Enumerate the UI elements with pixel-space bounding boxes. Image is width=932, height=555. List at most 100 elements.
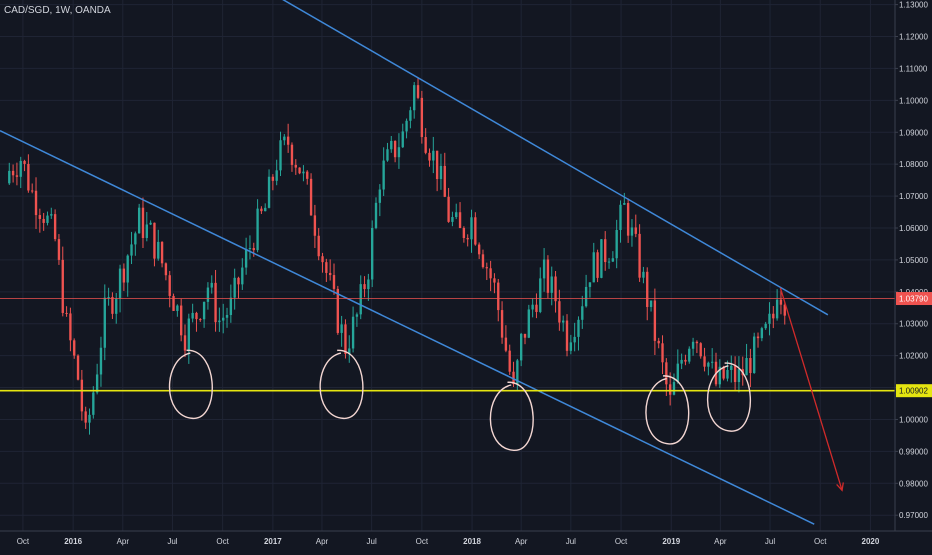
candle-body	[569, 342, 573, 351]
candle-body	[546, 259, 550, 293]
candle-body	[783, 304, 786, 316]
candle-body	[348, 348, 351, 354]
time-tick-label: 2019	[662, 537, 680, 546]
candle-body	[760, 328, 764, 339]
candle-body	[214, 282, 217, 323]
candle-body	[470, 217, 473, 240]
candle-body	[401, 131, 404, 148]
time-axis-bg	[0, 531, 932, 550]
candle-body	[286, 136, 290, 145]
candle-body	[626, 203, 630, 236]
support-price-badge-bg	[896, 384, 932, 398]
candle-body	[271, 176, 275, 181]
candle-body	[393, 140, 397, 158]
candle-body	[103, 297, 106, 348]
candle-body	[531, 304, 534, 310]
candle-body	[428, 152, 431, 161]
candle-body	[34, 190, 38, 216]
candle-body	[332, 275, 336, 289]
candle-body	[199, 319, 202, 321]
candle-body	[535, 304, 538, 312]
candle-body	[336, 288, 339, 333]
candle-body	[313, 215, 317, 236]
candle-body	[183, 335, 187, 351]
candle-body	[527, 309, 530, 338]
candle-body	[775, 299, 779, 319]
candle-body	[65, 312, 68, 314]
candle-body	[134, 233, 137, 245]
price-tick-label: 1.03000	[899, 320, 928, 329]
candle-body	[481, 254, 485, 268]
candle-body	[344, 324, 347, 354]
candle-body	[126, 255, 129, 283]
time-tick-label: 2016	[64, 537, 82, 546]
candle-body	[508, 350, 511, 372]
candle-body	[485, 267, 488, 269]
candle-body	[772, 313, 775, 319]
candle-body	[474, 217, 477, 245]
candle-body	[611, 258, 615, 262]
candle-body	[458, 212, 462, 228]
price-tick-label: 1.12000	[899, 33, 928, 42]
candle-body	[172, 295, 175, 311]
candle-body	[275, 170, 278, 181]
candle-body	[638, 233, 641, 278]
candle-body	[749, 357, 752, 374]
candle-body	[252, 248, 255, 251]
time-tick-label: Oct	[615, 537, 628, 546]
candle-body	[519, 333, 523, 361]
circled-low-mark	[489, 381, 534, 451]
candle-body	[61, 259, 64, 313]
candle-body	[405, 120, 408, 132]
candle-body	[256, 208, 259, 251]
candle-body	[649, 300, 653, 307]
forecast-arrow-line	[779, 287, 843, 491]
candle-body	[745, 357, 748, 376]
candle-body	[19, 160, 22, 177]
candle-body	[218, 320, 221, 323]
forecast-arrow-head	[836, 482, 844, 492]
candle-layer	[8, 78, 786, 435]
candle-body	[229, 297, 233, 315]
candle-body	[722, 366, 725, 379]
candle-body	[504, 337, 508, 351]
candle-body	[512, 371, 515, 385]
candle-body	[57, 239, 61, 260]
circled-low-mark	[707, 362, 751, 432]
candle-body	[111, 296, 114, 314]
candle-body	[233, 277, 236, 298]
candle-body	[596, 252, 599, 278]
candle-body	[588, 282, 592, 287]
time-tick-label: Apr	[316, 537, 329, 546]
time-tick-label: Apr	[714, 537, 727, 546]
candle-body	[374, 202, 378, 228]
candle-body	[665, 362, 668, 385]
candle-body	[23, 160, 26, 164]
candle-body	[424, 137, 427, 153]
candle-body	[325, 262, 328, 273]
support-price-badge: 1.00902	[899, 387, 928, 396]
candle-body	[241, 267, 244, 285]
candle-body	[432, 150, 435, 161]
candle-body	[680, 359, 683, 364]
candle-body	[691, 341, 695, 349]
candle-body	[646, 271, 649, 307]
candle-body	[382, 160, 385, 190]
candle-body	[493, 278, 496, 283]
candle-body	[699, 343, 702, 357]
candle-body	[340, 324, 343, 333]
candle-body	[145, 224, 148, 238]
candle-body	[176, 305, 179, 311]
candle-body	[413, 85, 416, 111]
price-tick-label: 1.00000	[899, 415, 928, 424]
candle-body	[244, 248, 248, 268]
candle-body	[390, 140, 393, 150]
candle-body	[149, 222, 152, 225]
time-tick-label: Jul	[566, 537, 576, 546]
candle-body	[573, 336, 576, 343]
candle-body	[294, 164, 297, 168]
candle-body	[88, 414, 91, 423]
candle-body	[50, 214, 53, 216]
